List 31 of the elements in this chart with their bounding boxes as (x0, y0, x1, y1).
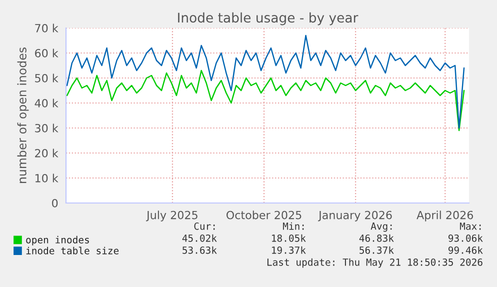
text: Min: (282, 222, 304, 230)
text: 53.63k (182, 246, 217, 254)
text: Avg: (370, 222, 392, 232)
y-tick-label: 20 k (35, 148, 58, 158)
text: 45.02k (182, 234, 217, 242)
line-series (66, 34, 465, 129)
y-tick-label: 0 (52, 198, 58, 208)
y-tick-label: 70 k (35, 24, 58, 32)
legend-label: inode table size (26, 246, 119, 254)
text: Max: (460, 222, 481, 230)
text: 46.83k (359, 234, 394, 242)
x-tick-label: January 2026 (318, 210, 392, 222)
y-tick-label: 30 k (35, 124, 58, 132)
chart-title: Inode table usage - by year (178, 12, 358, 26)
y-tick-label: 10 k (35, 174, 58, 182)
text: Last update: Thu May 21 18:50:35 2026 (267, 258, 482, 268)
text: 19.37k (272, 246, 306, 254)
text: 99.46k (448, 246, 483, 254)
x-tick-label: April 2026 (416, 210, 474, 222)
y-tick-label: 40 k (34, 98, 58, 108)
x-tick-label: October 2025 (226, 210, 302, 220)
y-tick-label: 50 k (35, 74, 58, 82)
line-series (66, 70, 465, 132)
x-tick-label: July 2025 (146, 210, 198, 222)
text: Cur: (194, 222, 215, 230)
y-tick-label: 60 k (35, 48, 58, 58)
y-axis-title: number of open inodes (17, 48, 29, 183)
text: 56.37k (360, 246, 394, 254)
text: 18.05k (272, 234, 306, 242)
text: 93.06k (448, 234, 483, 242)
legend-label: open inodes (26, 236, 89, 246)
